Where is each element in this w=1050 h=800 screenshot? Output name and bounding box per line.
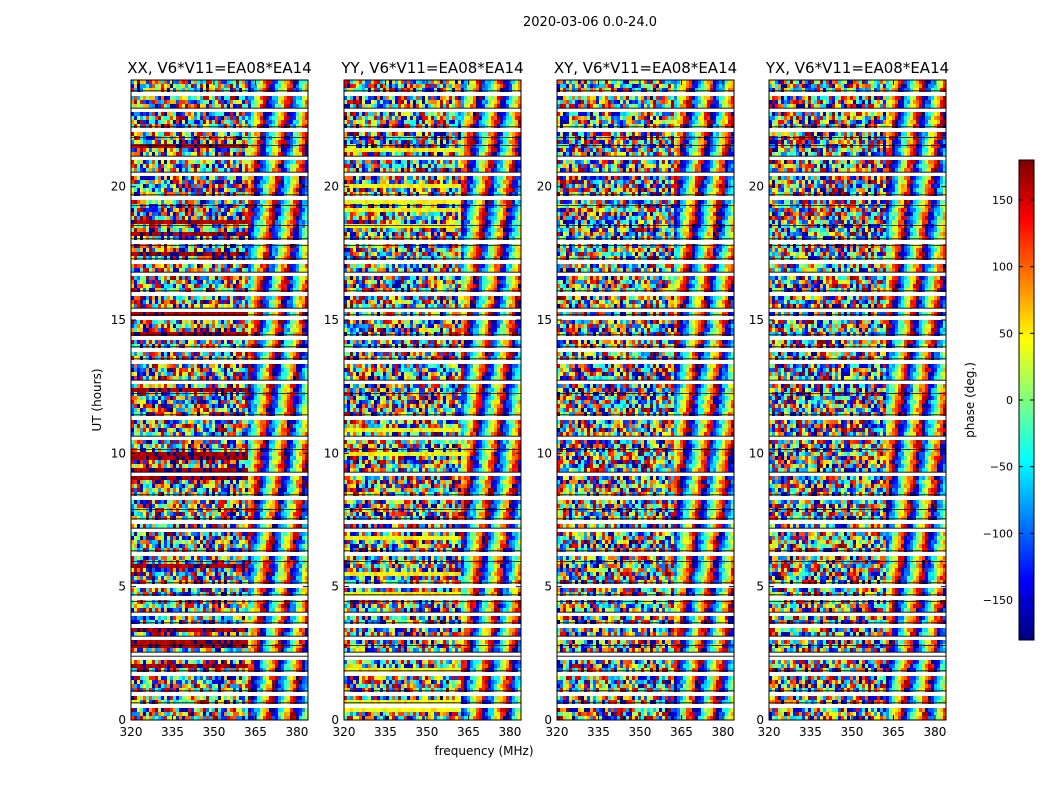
colorbar-tick-label: −150 bbox=[983, 594, 1013, 607]
colorbar-tick-label: 100 bbox=[992, 261, 1013, 274]
y-tick-label: 0 bbox=[756, 713, 764, 727]
x-tick-label: 380 bbox=[498, 725, 521, 739]
colorbar-label: phase (deg.) bbox=[963, 362, 977, 438]
panels-group: XX, V6*V11=EA08*EA14 320 335 350 365 380 0 5 10 1… bbox=[111, 59, 949, 739]
phase-heatmap bbox=[131, 80, 308, 720]
y-tick-label: 0 bbox=[544, 713, 552, 727]
y-tick-label: 20 bbox=[537, 180, 552, 194]
panel-3: XY, V6*V11=EA08*EA14 320 335 350 365 380 0 5 10 1… bbox=[537, 59, 737, 739]
y-tick-label: 10 bbox=[537, 446, 552, 460]
y-tick-label: 5 bbox=[118, 580, 126, 594]
colorbar-tick-label: −50 bbox=[990, 461, 1013, 474]
axes-frame bbox=[130, 79, 309, 721]
x-tick-label: 350 bbox=[629, 725, 652, 739]
x-tick-label: 320 bbox=[758, 725, 781, 739]
x-tick-label: 335 bbox=[161, 725, 184, 739]
x-tick-label: 380 bbox=[285, 725, 308, 739]
y-tick-label: 15 bbox=[749, 313, 764, 327]
colorbar-tick-label: 150 bbox=[992, 194, 1013, 207]
x-tick-label: 350 bbox=[416, 725, 439, 739]
phase-heatmap bbox=[344, 80, 521, 720]
phase-heatmap bbox=[557, 80, 734, 720]
axes-frame bbox=[343, 79, 522, 721]
colorbar-tick-label: −100 bbox=[983, 527, 1013, 540]
x-tick-label: 320 bbox=[546, 725, 569, 739]
panel-title: XX, V6*V11=EA08*EA14 bbox=[127, 59, 311, 77]
x-tick-label: 365 bbox=[882, 725, 905, 739]
y-tick-label: 10 bbox=[749, 446, 764, 460]
panel-2: YY, V6*V11=EA08*EA14 320 335 350 365 380 0 5 10 1… bbox=[324, 59, 524, 739]
figure-suptitle: 2020-03-06 0.0-24.0 bbox=[523, 15, 657, 30]
y-tick-label: 20 bbox=[749, 180, 764, 194]
axes-frame bbox=[768, 79, 947, 721]
y-tick-label: 5 bbox=[544, 580, 552, 594]
x-tick-label: 320 bbox=[333, 725, 356, 739]
x-tick-label: 380 bbox=[711, 725, 734, 739]
panel-title: XY, V6*V11=EA08*EA14 bbox=[554, 59, 737, 77]
colorbar-tick-label: 50 bbox=[999, 327, 1013, 340]
colorbar-ticks: 150 100 50 0 −50 −100 −150 bbox=[983, 194, 1034, 607]
panel-1: XX, V6*V11=EA08*EA14 320 335 350 365 380 0 5 10 1… bbox=[111, 59, 312, 739]
x-tick-label: 365 bbox=[244, 725, 267, 739]
y-tick-label: 15 bbox=[111, 313, 126, 327]
x-tick-label: 320 bbox=[120, 725, 143, 739]
panel-title: YX, V6*V11=EA08*EA14 bbox=[765, 59, 949, 77]
colorbar: 150 100 50 0 −50 −100 −150 phase (deg.) bbox=[963, 159, 1035, 641]
x-tick-label: 350 bbox=[841, 725, 864, 739]
y-tick-label: 0 bbox=[118, 713, 126, 727]
y-tick-label: 10 bbox=[111, 446, 126, 460]
axes-frame bbox=[556, 79, 735, 721]
x-tick-label: 365 bbox=[457, 725, 480, 739]
x-tick-label: 380 bbox=[923, 725, 946, 739]
x-tick-label: 335 bbox=[374, 725, 397, 739]
colorbar-tick-label: 0 bbox=[1006, 394, 1013, 407]
y-tick-label: 5 bbox=[756, 580, 764, 594]
y-tick-label: 20 bbox=[324, 180, 339, 194]
x-tick-label: 335 bbox=[799, 725, 822, 739]
y-tick-label: 15 bbox=[324, 313, 339, 327]
x-tick-label: 335 bbox=[587, 725, 610, 739]
y-tick-label: 0 bbox=[331, 713, 339, 727]
y-axis-label: UT (hours) bbox=[90, 368, 104, 431]
x-tick-label: 365 bbox=[670, 725, 693, 739]
phase-heatmap bbox=[769, 80, 946, 720]
x-axis-label: frequency (MHz) bbox=[434, 744, 533, 758]
y-tick-label: 10 bbox=[324, 446, 339, 460]
x-tick-label: 350 bbox=[203, 725, 226, 739]
y-tick-label: 5 bbox=[331, 580, 339, 594]
y-tick-label: 20 bbox=[111, 180, 126, 194]
y-tick-label: 15 bbox=[537, 313, 552, 327]
panel-title: YY, V6*V11=EA08*EA14 bbox=[340, 59, 523, 77]
panel-4: YX, V6*V11=EA08*EA14 320 335 350 365 380 0 5 10 1… bbox=[749, 59, 949, 739]
